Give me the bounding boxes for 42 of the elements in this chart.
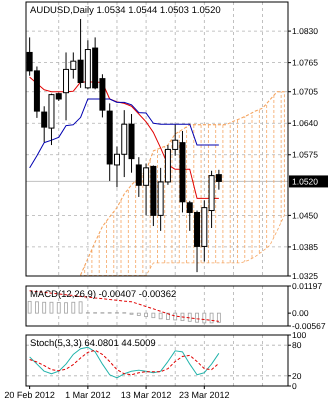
y-tick-label: 0	[292, 380, 297, 391]
x-tick-label: 1 Mar 2012	[65, 390, 111, 400]
bar	[144, 312, 148, 317]
bar	[210, 312, 214, 324]
x-tick-label: 20 Feb 2012	[4, 390, 55, 400]
bar	[28, 300, 32, 314]
y-tick-label: 20	[292, 370, 302, 381]
bar	[71, 302, 76, 314]
bar	[202, 312, 206, 324]
bar	[216, 312, 221, 323]
y-tick-label: 80	[292, 340, 302, 350]
y-tick-label: 1.0325	[292, 270, 318, 281]
bar	[136, 312, 141, 316]
y-tick-label: 1.0705	[292, 86, 318, 97]
bar	[151, 312, 156, 318]
bar	[56, 302, 61, 314]
y-tick-label: -0.00567	[292, 320, 326, 331]
chart-title: Stoch(5,3,3) 64.0801 44.5009	[30, 338, 156, 349]
bar	[50, 302, 54, 314]
bar	[42, 302, 46, 314]
bar	[78, 301, 82, 314]
y-tick-label: 1.0385	[292, 242, 318, 252]
line-series	[29, 290, 220, 322]
bar	[64, 302, 68, 314]
bar	[35, 301, 39, 314]
y-tick-label: 1.0765	[292, 58, 318, 68]
bar	[158, 312, 163, 320]
y-tick-label: 100	[292, 330, 306, 340]
line-series	[29, 98, 220, 168]
y-tick-label: 1.0450	[292, 210, 318, 220]
ref-line-label: 1.0520	[292, 176, 318, 186]
y-tick-label: 1.0575	[292, 150, 318, 160]
y-tick-label: 0.00	[292, 308, 309, 318]
chart-title: AUDUSD,Daily 1.0534 1.0544 1.0503 1.0520	[30, 5, 221, 16]
y-tick-label: 1.0830	[292, 26, 318, 36]
x-tick-label: 13 Mar 2012	[120, 390, 172, 400]
bar	[173, 312, 178, 320]
bar	[188, 312, 192, 322]
y-tick-label: 1.0640	[292, 118, 318, 128]
x-tick-label: 23 Mar 2012	[179, 390, 230, 400]
y-tick-label: 0.01197	[292, 280, 322, 291]
bar	[195, 312, 199, 323]
